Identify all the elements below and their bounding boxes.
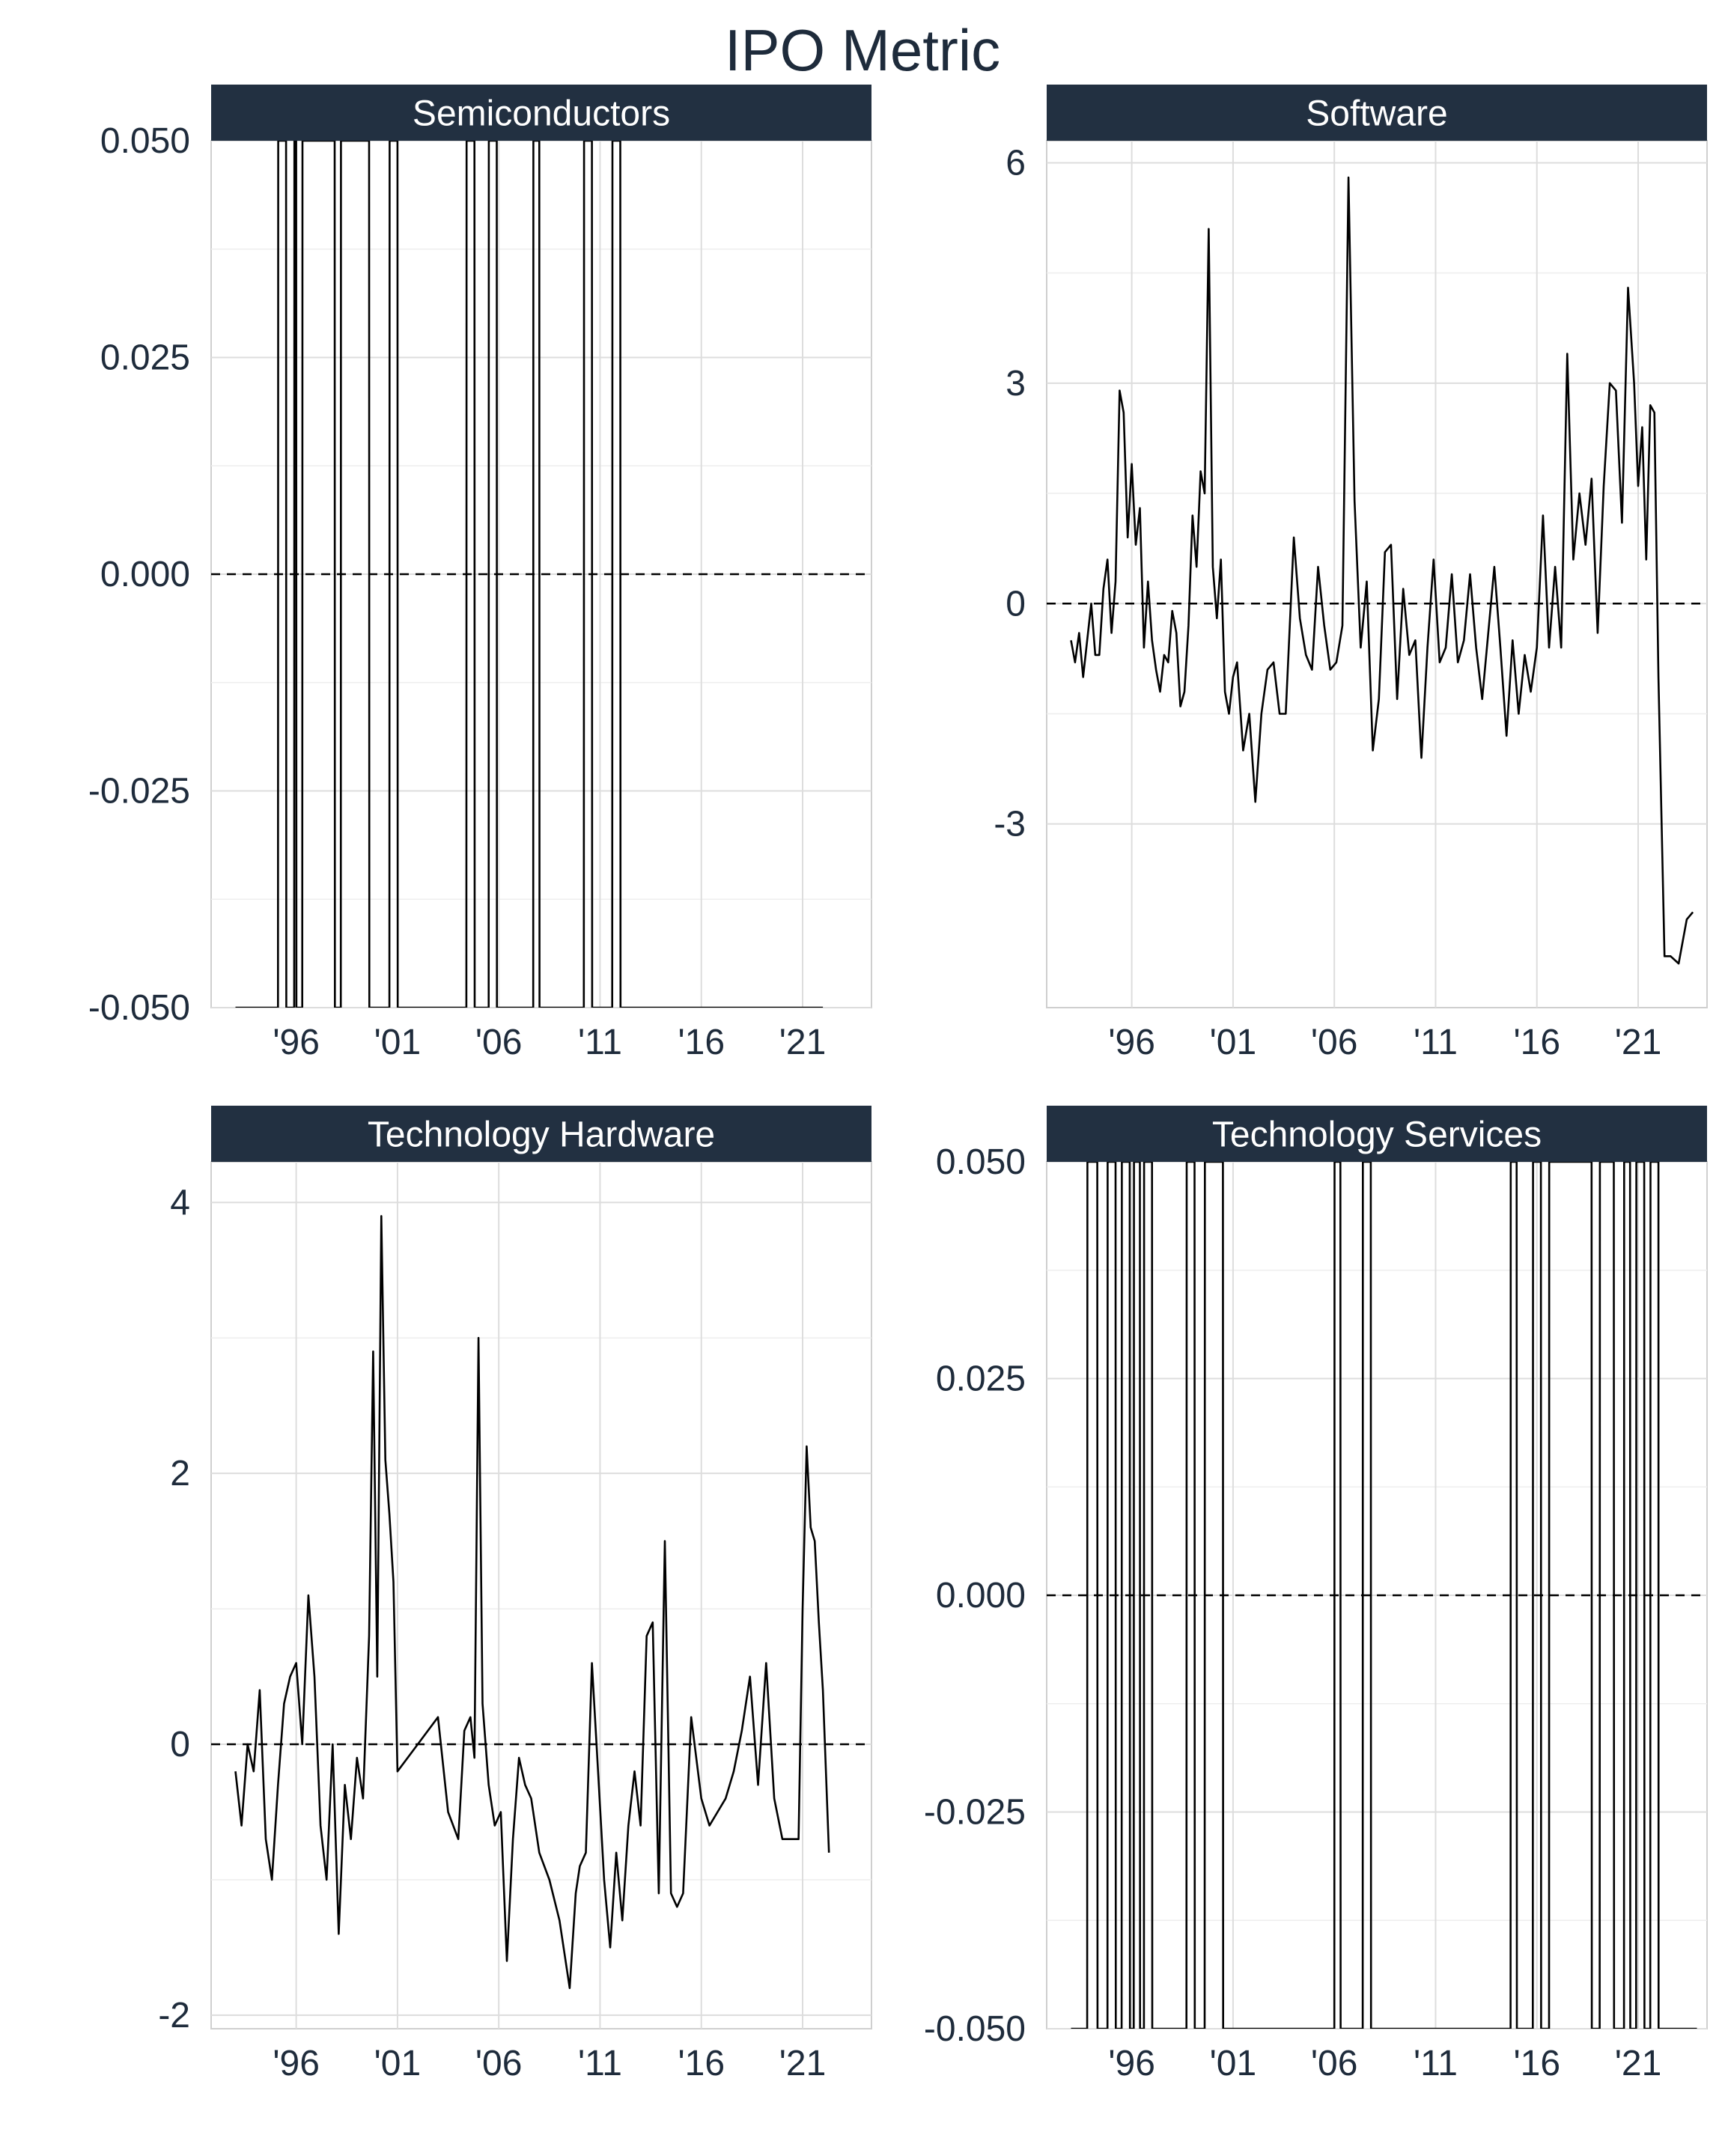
y-tick-label: 0.025 bbox=[936, 1359, 1026, 1399]
facet-panel-semiconductors: -0.050 -0.025 0.000 0.025 0.050 '96 '01 '06 '11 '… bbox=[88, 85, 872, 1062]
x-tick-label: '06 bbox=[1311, 2044, 1358, 2083]
x-tick-label: '01 bbox=[374, 1023, 422, 1062]
x-tick-label: '01 bbox=[1210, 2044, 1257, 2083]
facet-panel-technology-services: -0.050 -0.025 0.000 0.025 0.050 '96 '01 '06 '11 '… bbox=[924, 1106, 1708, 2083]
y-tick-label: -0.050 bbox=[88, 988, 190, 1028]
y-tick-label: 0.050 bbox=[100, 121, 190, 161]
x-tick-label: '16 bbox=[1513, 2044, 1560, 2083]
series-line bbox=[1070, 176, 1694, 965]
y-tick-label: -0.050 bbox=[924, 2009, 1026, 2049]
panel-frame bbox=[1046, 140, 1708, 1008]
x-tick-label: '21 bbox=[779, 2044, 827, 2083]
facet-strip-label: Technology Hardware bbox=[368, 1115, 715, 1155]
facet-strip-label: Software bbox=[1306, 94, 1447, 134]
chart-title: IPO Metric bbox=[724, 17, 1001, 83]
y-tick-label: 6 bbox=[1006, 143, 1026, 183]
x-tick-label: '16 bbox=[678, 2044, 725, 2083]
y-tick-label: -3 bbox=[994, 805, 1026, 844]
x-tick-label: '96 bbox=[273, 1023, 320, 1062]
facet-strip-label: Semiconductors bbox=[413, 94, 670, 134]
y-tick-label: 2 bbox=[170, 1454, 190, 1493]
y-tick-label: 0.025 bbox=[100, 338, 190, 378]
x-tick-label: '21 bbox=[1615, 2044, 1662, 2083]
panel-frame bbox=[210, 1161, 872, 2029]
x-tick-label: '16 bbox=[678, 1023, 725, 1062]
y-tick-label: 4 bbox=[170, 1183, 190, 1222]
x-tick-label: '11 bbox=[578, 1023, 622, 1062]
x-tick-label: '06 bbox=[475, 2044, 523, 2083]
x-tick-label: '11 bbox=[578, 2044, 622, 2083]
facet-strip bbox=[1047, 1106, 1707, 1162]
y-tick-label: 0 bbox=[170, 1725, 190, 1764]
x-tick-label: '06 bbox=[1311, 1023, 1358, 1062]
y-tick-label: -2 bbox=[158, 1996, 190, 2035]
x-tick-label: '96 bbox=[273, 2044, 320, 2083]
facet-strip-label: Technology Services bbox=[1212, 1115, 1542, 1155]
x-tick-label: '96 bbox=[1108, 2044, 1155, 2083]
x-tick-label: '16 bbox=[1513, 1023, 1560, 1062]
facet-panel-software: -3 0 3 6 '96 '01 '06 '11 '16 '21 Software bbox=[994, 85, 1708, 1062]
facet-strip bbox=[211, 1106, 871, 1162]
y-tick-label: -0.025 bbox=[88, 772, 190, 811]
x-tick-label: '96 bbox=[1108, 1023, 1155, 1062]
facet-strip bbox=[1047, 85, 1707, 141]
facet-panel-technology-hardware: -2 0 2 4 '96 '01 '06 '11 '16 '21 Technology Hardwa… bbox=[158, 1106, 872, 2083]
facet-strip bbox=[211, 85, 871, 141]
x-tick-label: '01 bbox=[1210, 1023, 1257, 1062]
x-tick-label: '21 bbox=[779, 1023, 827, 1062]
x-tick-label: '06 bbox=[475, 1023, 523, 1062]
y-tick-label: 3 bbox=[1006, 364, 1026, 404]
x-tick-label: '21 bbox=[1615, 1023, 1662, 1062]
series-line bbox=[234, 1215, 830, 1989]
x-tick-label: '11 bbox=[1414, 2044, 1458, 2083]
x-tick-label: '01 bbox=[374, 2044, 422, 2083]
x-tick-label: '11 bbox=[1414, 1023, 1458, 1062]
y-tick-label: 0.050 bbox=[936, 1142, 1026, 1182]
y-tick-label: 0.000 bbox=[936, 1576, 1026, 1616]
y-tick-label: -0.025 bbox=[924, 1793, 1026, 1833]
y-tick-label: 0 bbox=[1006, 584, 1026, 624]
y-tick-label: 0.000 bbox=[100, 555, 190, 594]
